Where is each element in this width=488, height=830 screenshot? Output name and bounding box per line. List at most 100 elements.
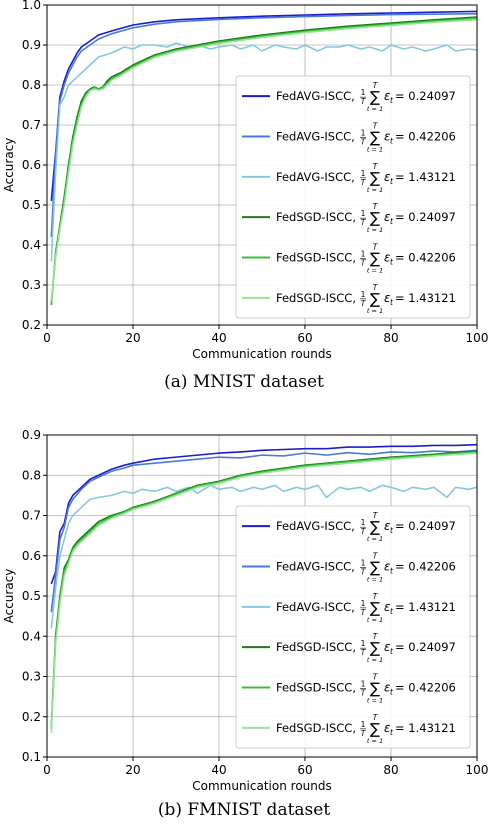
epsilon-symbol: ε [384, 291, 391, 305]
epsilon-sub: t [390, 567, 394, 576]
sum-sign: ∑ [370, 720, 380, 738]
epsilon-symbol: ε [384, 170, 391, 184]
legend-epsilon-value: = 0.24097 [395, 210, 456, 224]
sum-lower: t = 1 [367, 267, 383, 275]
y-tick-label: 0.6 [22, 158, 41, 172]
epsilon-sub: t [390, 96, 394, 105]
fmnist-caption: (b) FMNIST dataset [157, 800, 331, 820]
y-tick-label: 0.8 [22, 78, 41, 92]
mnist-chart: 0 20 40 60 80 100 0.2 0.3 0.4 0.5 0.6 0.7 0.8 0.9 1.0 C… [2, 0, 488, 361]
epsilon-symbol: ε [384, 519, 391, 533]
sum-lower: t = 1 [367, 737, 383, 745]
sum-sign: ∑ [370, 290, 380, 308]
x-axis-label: Communication rounds [192, 779, 332, 793]
x-tick-label: 100 [466, 763, 488, 777]
sum-sign: ∑ [370, 639, 380, 657]
legend-entry-2: FedAVG-ISCC, 1TT∑t = 1ε t = 1.43121 [242, 592, 456, 624]
legend-name: FedAVG-ISCC, [276, 560, 355, 574]
frac-num: 1 [361, 599, 366, 608]
legend-epsilon-value: = 0.42206 [395, 681, 456, 695]
x-tick-label: 80 [383, 763, 398, 777]
sum-sign: ∑ [370, 169, 380, 187]
legend-name: FedSGD-ISCC, [276, 291, 356, 305]
y-tick-label: 0.5 [22, 198, 41, 212]
x-tick-label: 60 [297, 331, 312, 345]
sum-upper: T [373, 511, 379, 520]
series-line-5 [50, 19, 478, 302]
frac-num: 1 [361, 250, 366, 259]
x-tick-label: 20 [125, 763, 140, 777]
frac-den: T [361, 97, 367, 106]
x-tick-label: 20 [125, 331, 140, 345]
sum-upper: T [373, 162, 379, 171]
frac-den: T [361, 729, 367, 738]
sum-upper: T [373, 592, 379, 601]
legend-epsilon-value: = 0.42206 [395, 130, 456, 144]
y-tick-label: 0.2 [22, 318, 41, 332]
series-line-1 [50, 13, 478, 238]
legend-epsilon-value: = 0.42206 [395, 251, 456, 265]
y-tick-label: 0.9 [22, 428, 41, 442]
legend-name: FedAVG-ISCC, [276, 130, 355, 144]
epsilon-symbol: ε [384, 681, 391, 695]
epsilon-sub: t [390, 177, 394, 186]
frac-num: 1 [361, 129, 366, 138]
sum-upper: T [373, 673, 379, 682]
sum-sign: ∑ [370, 599, 380, 617]
sum-lower: t = 1 [367, 535, 383, 543]
legend-epsilon-value: = 0.42206 [395, 560, 456, 574]
epsilon-sub: t [390, 688, 394, 697]
frac-num: 1 [361, 639, 366, 648]
y-tick-label: 0.5 [22, 589, 41, 603]
sum-sign: ∑ [370, 518, 380, 536]
sum-upper: T [373, 632, 379, 641]
legend-name: FedSGD-ISCC, [276, 640, 356, 654]
y-tick-label: 0.6 [22, 549, 41, 563]
x-tick-label: 100 [466, 331, 488, 345]
epsilon-sub: t [390, 647, 394, 656]
sum-lower: t = 1 [367, 146, 383, 154]
sum-lower: t = 1 [367, 656, 383, 664]
y-tick-label: 0.8 [22, 468, 41, 482]
x-axis-label: Communication rounds [192, 347, 332, 361]
epsilon-symbol: ε [384, 600, 391, 614]
frac-num: 1 [361, 290, 366, 299]
legend: FedAVG-ISCC, 1TT∑t = 1ε t = 0.24097FedAVG-… [235, 505, 471, 749]
y-tick-label: 0.4 [22, 238, 41, 252]
legend-epsilon-value: = 0.24097 [395, 89, 456, 103]
y-tick-label: 0.7 [22, 509, 41, 523]
x-tick-label: 40 [211, 331, 226, 345]
y-tick-label: 0.7 [22, 118, 41, 132]
legend-box [235, 75, 471, 319]
y-tick-label: 0.4 [22, 629, 41, 643]
sum-upper: T [373, 283, 379, 292]
sum-sign: ∑ [370, 209, 380, 227]
epsilon-symbol: ε [384, 721, 391, 735]
y-axis-label: Accuracy [2, 569, 16, 624]
legend-name: FedAVG-ISCC, [276, 600, 355, 614]
sum-lower: t = 1 [367, 105, 383, 113]
frac-den: T [361, 648, 367, 657]
sum-lower: t = 1 [367, 616, 383, 624]
frac-num: 1 [361, 720, 366, 729]
y-tick-label: 1.0 [22, 0, 41, 12]
legend-epsilon-value: = 0.24097 [395, 640, 456, 654]
y-tick-label: 0.3 [22, 278, 41, 292]
x-tick-label: 80 [383, 331, 398, 345]
legend-entry-4: FedSGD-ISCC, 1TT∑t = 1ε t = 0.42206 [242, 673, 456, 705]
x-ticks: 0 20 40 60 80 100 [43, 325, 488, 345]
sum-upper: T [373, 243, 379, 252]
y-tick-label: 0.9 [22, 38, 41, 52]
series-line-2 [50, 42, 478, 262]
sum-lower: t = 1 [367, 307, 383, 315]
legend-epsilon-value: = 1.43121 [395, 721, 456, 735]
y-ticks: 0.1 0.2 0.3 0.4 0.5 0.6 0.7 0.8 0.9 [22, 428, 47, 764]
sum-sign: ∑ [370, 129, 380, 147]
frac-den: T [361, 689, 367, 698]
x-ticks: 0 20 40 60 80 100 [43, 757, 488, 777]
epsilon-sub: t [390, 728, 394, 737]
legend-box [235, 505, 471, 749]
series-line-1 [50, 449, 478, 613]
series-line-0 [50, 443, 478, 585]
legend-name: FedSGD-ISCC, [276, 251, 356, 265]
